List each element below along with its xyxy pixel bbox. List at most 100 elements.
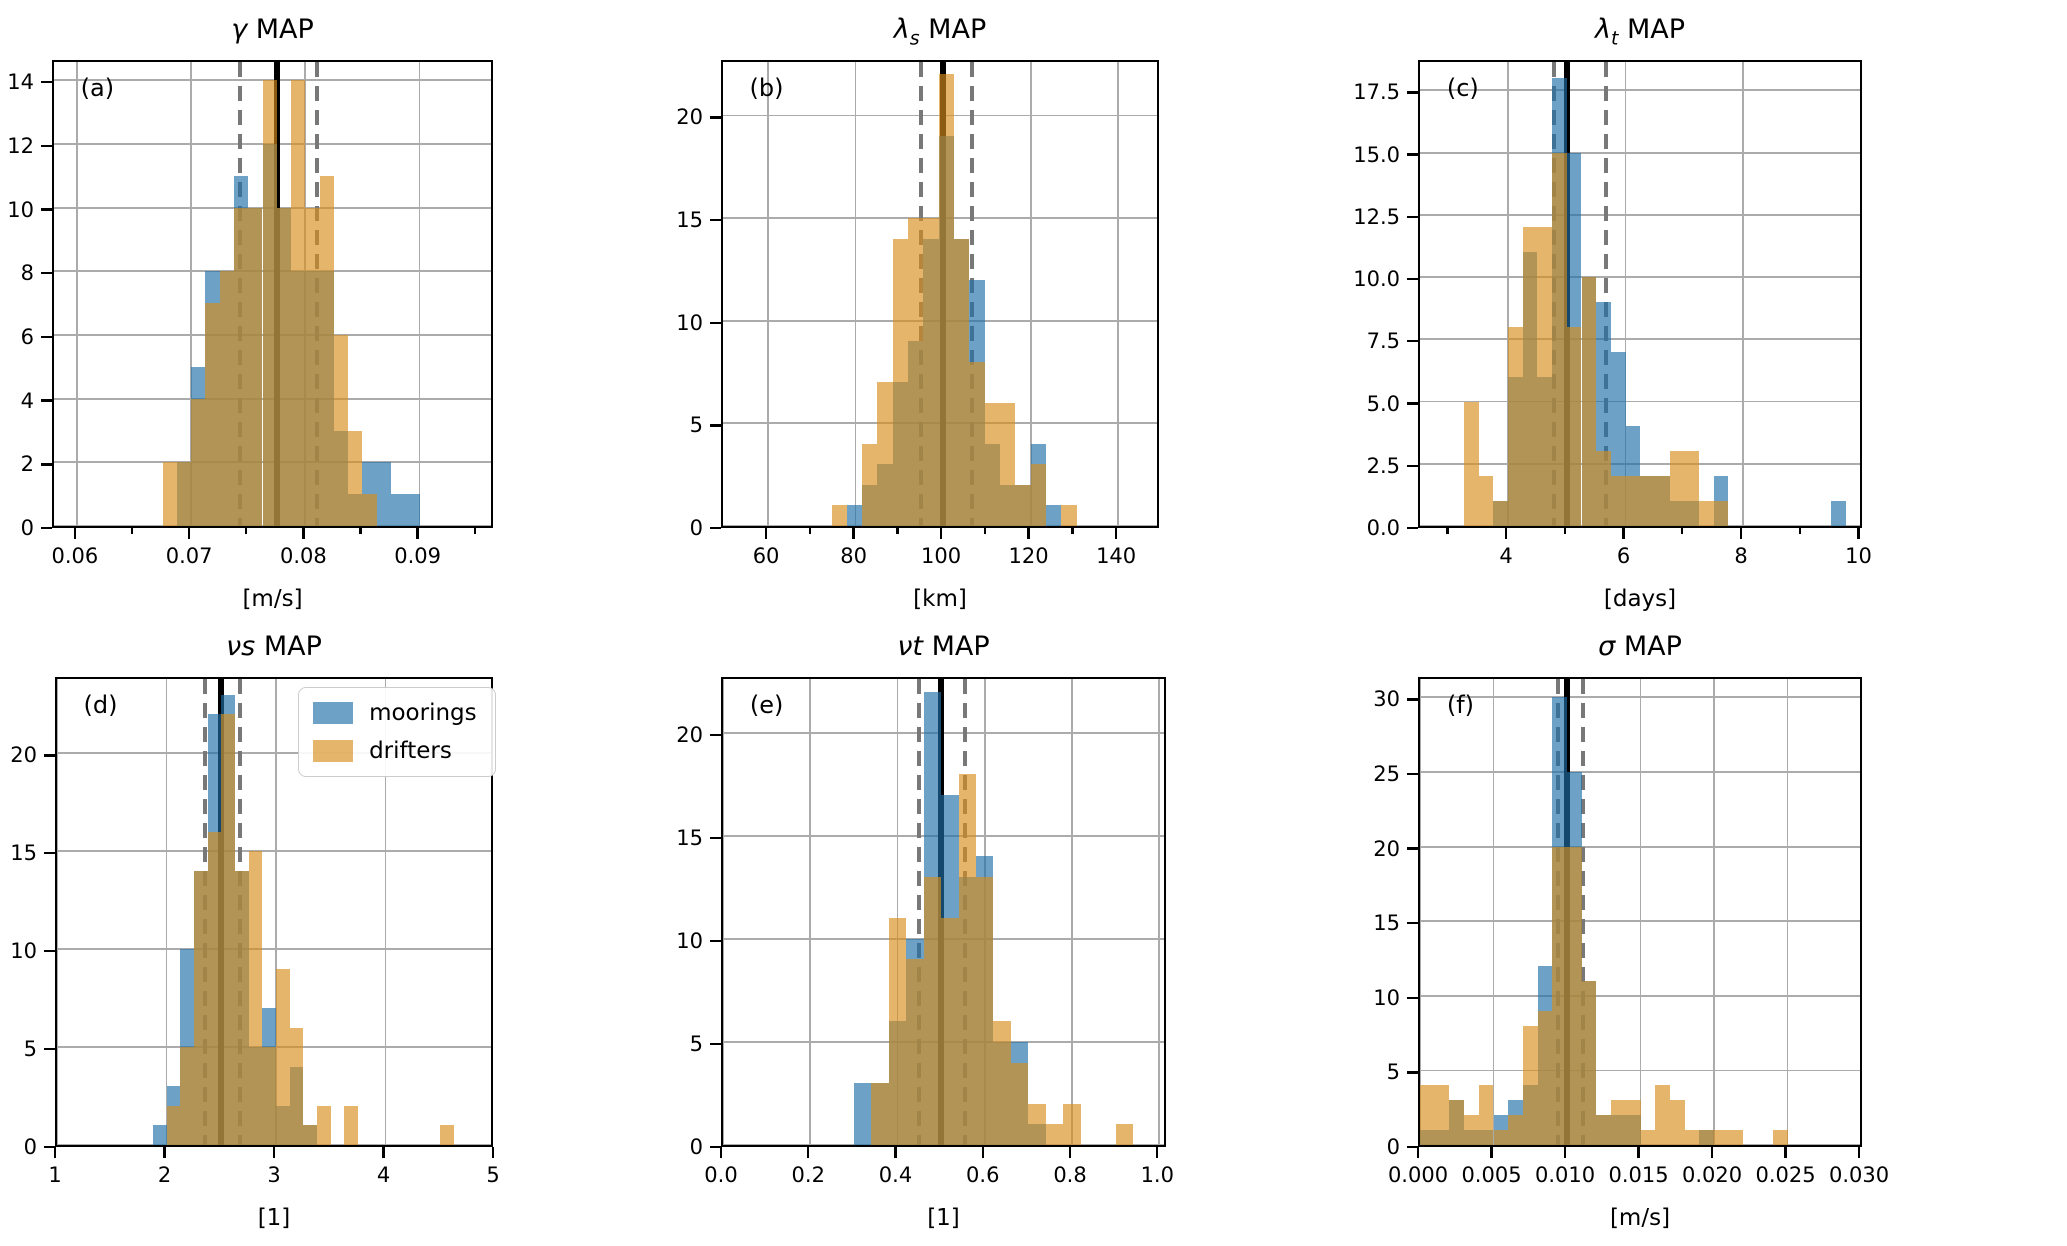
hist-bar-moorings [405,494,420,526]
title-symbol: νs [226,631,256,662]
x-minor-tick [1071,528,1074,534]
gridline-vertical [418,62,421,526]
legend: moorings drifters [298,687,496,778]
gridline-vertical [1742,62,1744,526]
gridline-vertical [1492,679,1495,1145]
y-tick-label: 12 [7,133,34,158]
gridline-horizontal [1420,213,1860,216]
y-tick [710,526,721,530]
y-tick-label: 15.0 [1353,142,1400,167]
y-tick-label: 7.5 [1366,329,1400,354]
hist-bar-moorings [376,462,392,526]
gridline-vertical [384,679,387,1145]
y-tick-label: 5 [1386,1060,1400,1085]
hist-bar-moorings [152,1125,167,1145]
hist-bar-drifters [1684,451,1699,526]
panel-letter-label: (e) [749,691,784,720]
hist-bar-drifters [1537,227,1553,526]
y-tick [1407,277,1418,281]
panel-letter-label: (b) [749,74,784,103]
y-tick [44,949,55,953]
x-tick [1027,528,1030,539]
y-tick-label: 2 [20,452,34,477]
hist-bar-drifters [1420,1085,1435,1145]
x-tick-label: 0.2 [791,1163,825,1187]
y-tick [1407,921,1418,925]
y-tick-label: 25 [1373,761,1400,786]
y-tick-label: 5 [689,413,703,438]
y-tick [1407,1071,1418,1074]
hist-bar-drifters [923,877,942,1145]
gridline-horizontal [1420,400,1860,403]
hist-bar-drifters [1581,980,1597,1145]
x-tick [1416,1147,1420,1158]
y-tick [41,463,52,466]
x-tick-label: 120 [1008,544,1049,568]
hist-bar-drifters [976,877,994,1145]
y-tick [710,424,721,427]
gridline-vertical [723,679,724,1145]
x-tick [73,528,77,539]
y-tick [710,1042,721,1046]
plot-inner [723,62,1157,526]
hist-bar-drifters [1684,1130,1700,1145]
gridline-horizontal [1420,920,1860,923]
panel-title: λs MAP [894,14,986,49]
panel-letter-label: (a) [80,74,115,103]
hist-bar-drifters [276,207,292,526]
x-tick [272,1147,276,1158]
hist-bar-drifters [166,1105,181,1145]
hist-bar-drifters [248,207,263,526]
hist-bar-drifters [1493,501,1509,526]
x-axis-label: [km] [913,586,967,612]
x-minor-tick [983,528,987,534]
y-tick [41,399,52,402]
x-tick [416,528,419,539]
y-tick-label: 20 [676,722,703,747]
hist-bar-drifters [1045,1124,1064,1145]
y-tick [41,335,52,339]
hist-bar-drifters [1698,501,1714,526]
hist-bar-drifters [219,271,234,526]
plot-area-b [721,60,1159,528]
x-minor-tick [1446,528,1449,534]
x-axis-label: [1] [927,1205,960,1231]
title-symbol: σ [1598,631,1616,662]
y-tick [710,836,721,839]
x-tick [807,1147,810,1158]
y-tick [710,321,721,324]
y-tick-label: 10 [676,310,703,335]
y-tick [1407,402,1418,405]
hist-bar-moorings [846,505,863,526]
y-tick-label: 15 [1373,911,1400,936]
hist-bar-drifters [1566,326,1582,526]
x-minor-tick [359,528,362,534]
hist-bar-drifters [248,851,263,1145]
x-tick-label: 0.010 [1534,1163,1596,1187]
hist-bar-drifters [1610,476,1626,526]
credible-interval-line [917,679,922,1145]
hist-bar-drifters [1567,846,1582,1145]
x-tick [1710,1147,1714,1158]
gridline-horizontal [1420,89,1860,92]
hist-bar-drifters [1552,152,1567,526]
hist-bar-drifters [871,1083,889,1145]
y-tick [44,852,55,855]
plot-inner [1420,679,1860,1145]
y-tick-label: 0 [689,1135,703,1159]
x-tick-label: 2 [157,1163,172,1187]
y-tick [44,1047,55,1051]
gridline-horizontal [54,79,491,82]
gridline-horizontal [1420,994,1860,997]
hist-bar-drifters [1713,501,1729,526]
y-tick-label: 20 [676,105,703,130]
x-tick [939,528,943,539]
x-tick [1637,1147,1640,1158]
hist-bar-drifters [262,1047,276,1145]
y-tick-label: 10 [676,928,703,953]
hist-bar-drifters [362,494,377,526]
hist-bar-drifters [1581,277,1597,526]
hist-bar-drifters [193,870,208,1145]
title-suffix: MAP [1618,14,1686,45]
x-tick-label: 1.0 [1140,1163,1174,1187]
